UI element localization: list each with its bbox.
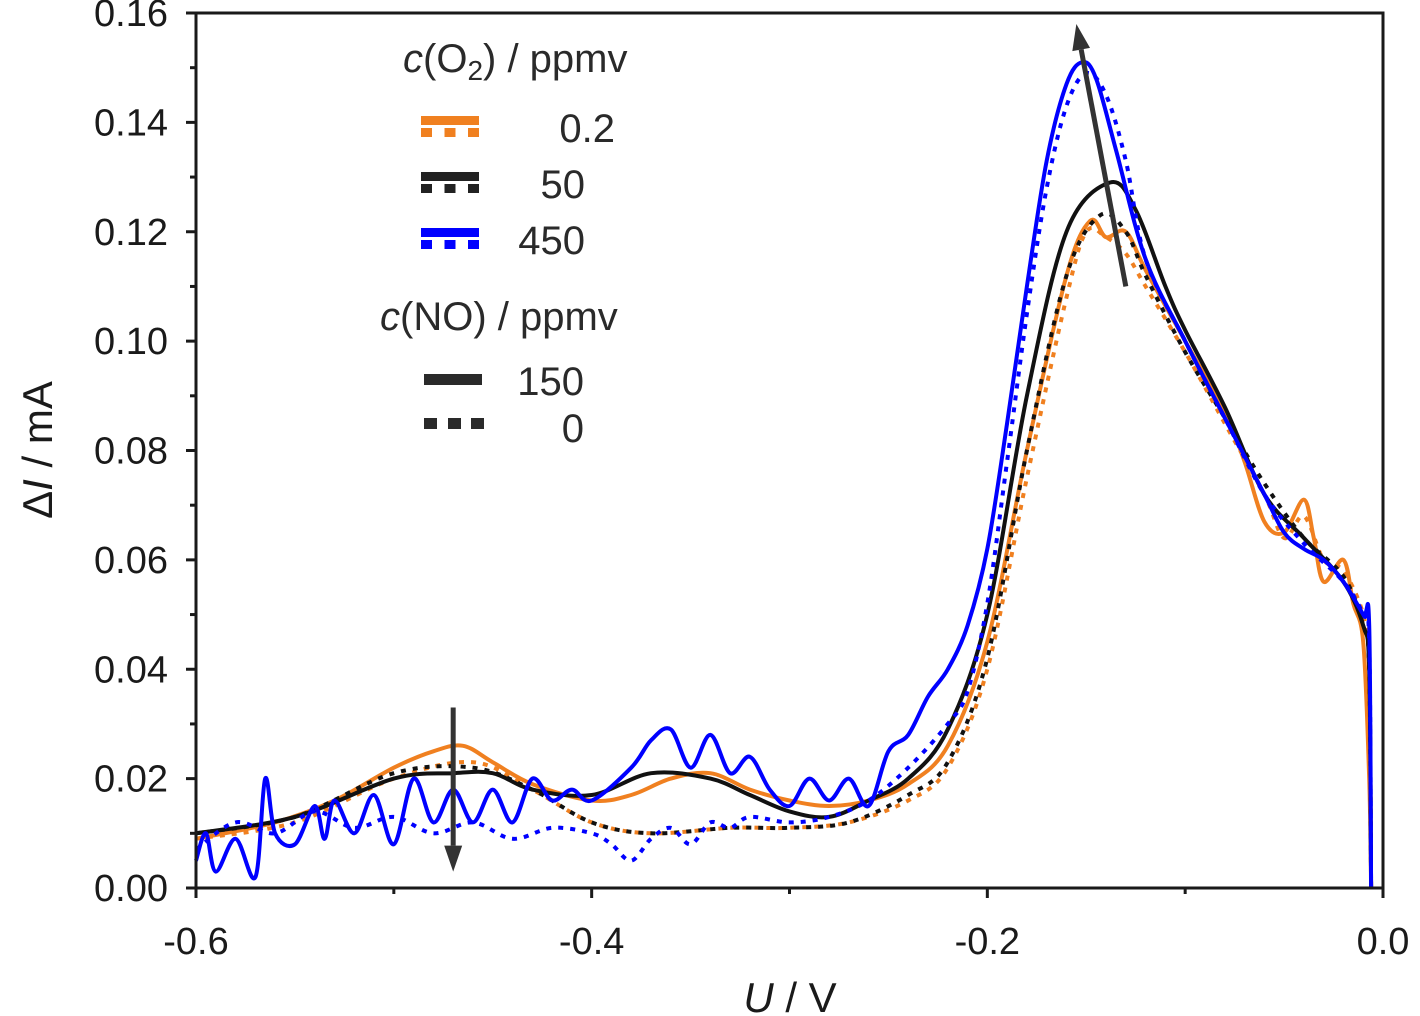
legend-label: 50 [541,163,586,207]
arrow-shaft-0 [1078,49,1129,287]
legend-entry-no-0: 0 [424,407,584,451]
y-tick-label: 0.10 [94,321,168,363]
plot-frame [194,11,1385,890]
legend-swatch-dot [424,418,437,429]
y-tick-label: 0.16 [94,0,168,35]
legend-entry-o2-450: 450 [421,219,585,263]
x-tick-label: -0.4 [559,921,624,963]
arrow-head-0 [1072,23,1091,52]
legend-swatch-solid [421,172,479,181]
y-tick-label: 0.08 [94,431,168,473]
legend-swatch-dot [421,128,432,137]
legend: c(O2) / ppmv 0.2 50 450 c(NO) / ppmv 150 0 [380,37,628,451]
annotations [444,23,1129,872]
series-line-0 [195,225,1374,889]
y-tick-label: 0.00 [94,868,168,910]
legend-label: 450 [518,219,585,263]
legend-no-title: c(NO) / ppmv [380,295,618,339]
y-axis-label: ΔI / mA [14,381,61,519]
y-tick-label: 0.14 [94,102,168,144]
legend-o2-title: c(O2) / ppmv [403,37,628,86]
legend-label: 0.2 [559,107,615,151]
arrow-head-1 [444,845,463,872]
series-line-4 [194,70,1374,889]
legend-swatch-dot [444,128,456,137]
legend-entry-no-150: 150 [424,360,584,404]
legend-swatch-dot [444,240,456,249]
legend-swatch-solid [421,228,479,237]
legend-swatch-solid [424,374,482,385]
legend-swatch-dot [421,184,432,193]
y-tick-label: 0.12 [94,212,168,254]
legend-label: 0 [562,407,584,451]
axes: -0.6 -0.4 -0.2 0.0 0.00 0.02 0.04 0.06 0.08 0.10 0… [94,0,1409,963]
x-tick-label: -0.2 [955,921,1020,963]
y-tick-label: 0.02 [94,759,168,801]
legend-swatch-dot [468,240,479,249]
legend-swatch-dot [444,184,456,193]
series-line-5 [194,60,1374,889]
series-layer [194,60,1374,889]
series-line-3 [195,179,1374,889]
x-tick-label: -0.6 [163,921,228,963]
legend-label: 150 [517,360,584,404]
y-tick-label: 0.06 [94,540,168,582]
legend-swatch-dot [448,418,461,429]
x-axis-label: U / V [743,974,836,1016]
legend-swatch-dot [468,184,479,193]
legend-entry-o2-0.2: 0.2 [421,107,615,151]
legend-swatch-dot [468,128,479,137]
x-tick-label: 0.0 [1357,921,1410,963]
legend-swatch-solid [421,116,479,125]
legend-swatch-dot [421,240,432,249]
legend-entry-o2-50: 50 [421,163,585,207]
y-tick-label: 0.04 [94,649,168,691]
legend-swatch-dot [471,418,484,429]
